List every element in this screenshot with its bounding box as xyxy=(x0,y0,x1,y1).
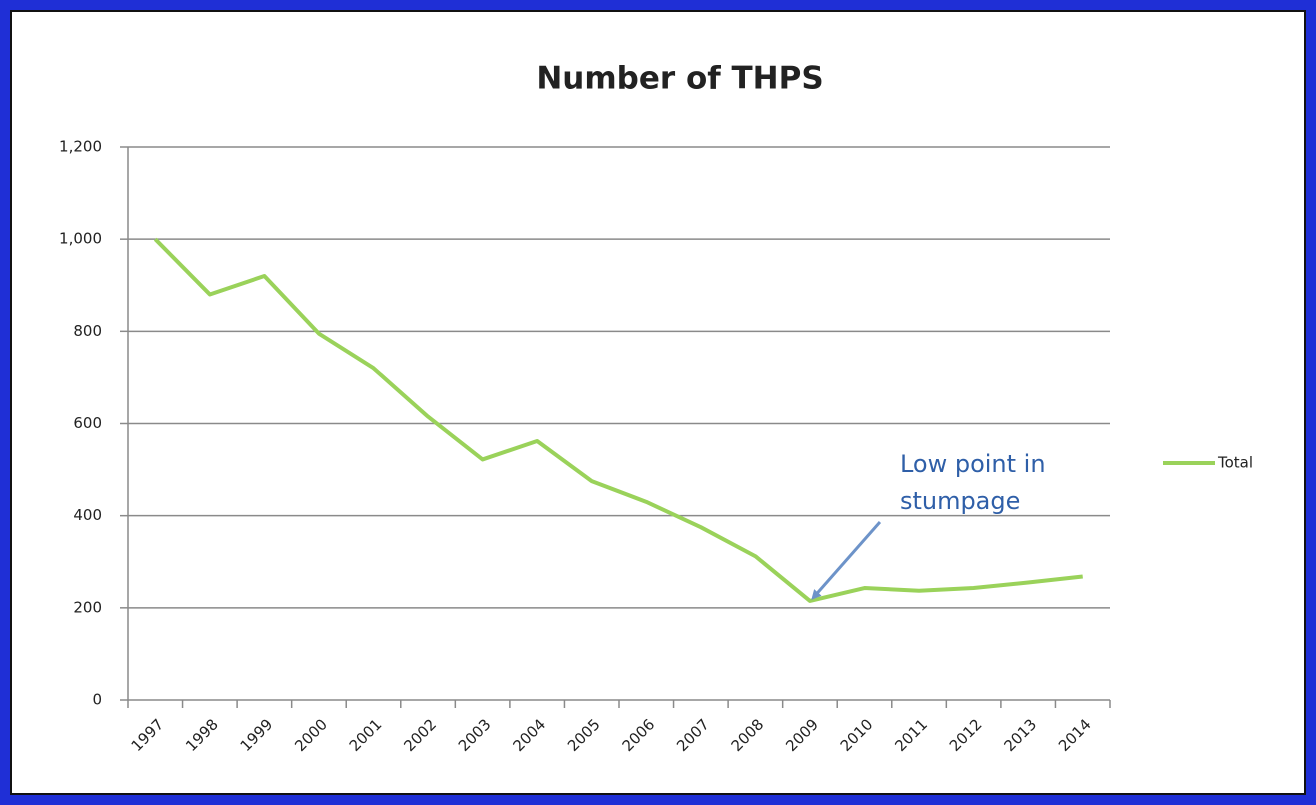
chart-frame xyxy=(10,10,1306,795)
chart-title: Number of THPS xyxy=(536,61,823,97)
y-tick-label: 1,200 xyxy=(59,138,102,156)
series-line xyxy=(153,237,1083,603)
legend-label: Total xyxy=(1217,454,1253,472)
y-tick-label: 0 xyxy=(92,691,102,709)
annotation-text: stumpage xyxy=(900,487,1020,515)
y-tick-label: 1,000 xyxy=(59,230,102,248)
y-tick-label: 200 xyxy=(73,598,102,616)
y-tick-label: 800 xyxy=(73,322,102,340)
y-tick-label: 600 xyxy=(73,414,102,432)
y-tick-label: 400 xyxy=(73,506,102,524)
annotation-arrow xyxy=(811,521,882,600)
annotation-text: Low point in xyxy=(900,450,1046,478)
